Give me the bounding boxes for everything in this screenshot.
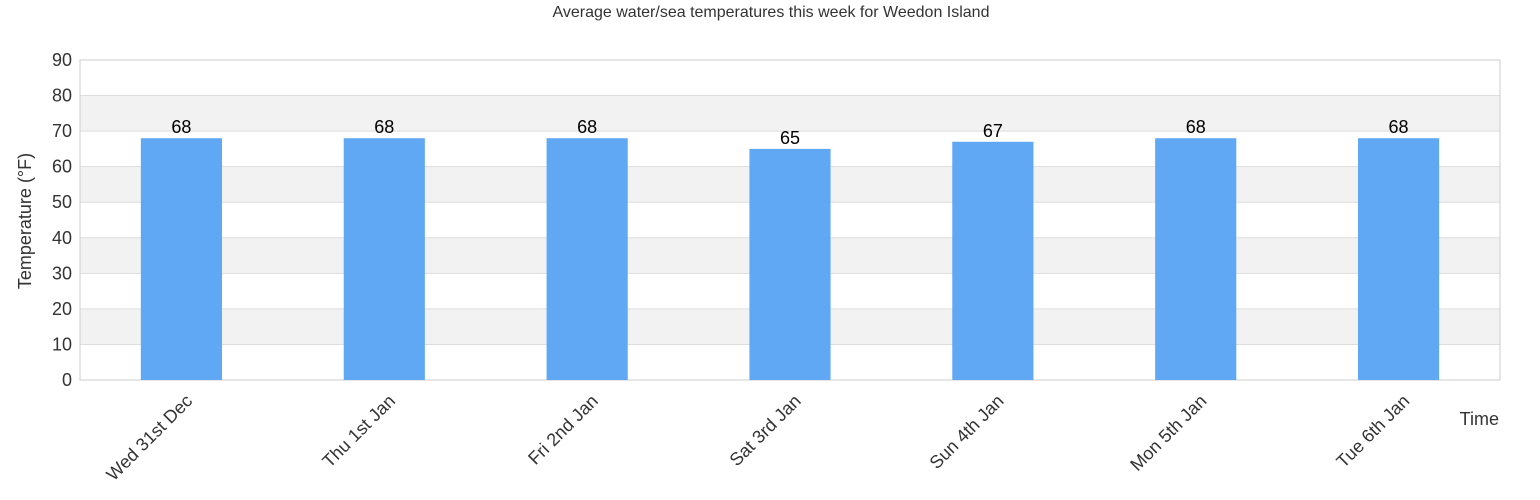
y-tick-label: 70 (52, 121, 72, 141)
chart-title: Average water/sea temperatures this week… (553, 4, 990, 21)
bars (140, 138, 1440, 380)
y-tick-labels: 0 10 20 30 40 50 60 70 80 90 (52, 50, 72, 390)
y-tick-label: 90 (52, 50, 72, 70)
x-tick-label: Wed 31st Dec (102, 391, 196, 485)
y-tick-label: 40 (52, 228, 72, 248)
bar (343, 138, 425, 380)
plot-band (80, 95, 1500, 132)
y-tick-label: 30 (52, 263, 72, 283)
data-label: 68 (1186, 117, 1206, 137)
y-tick-label: 10 (52, 334, 72, 354)
y-tick-label: 20 (52, 299, 72, 319)
bar (140, 138, 222, 380)
x-tick-label: Sun 4th Jan (926, 391, 1008, 473)
y-tick-label: 0 (62, 370, 72, 390)
data-label: 68 (374, 117, 394, 137)
data-label: 65 (780, 128, 800, 148)
data-label: 68 (171, 117, 191, 137)
y-tick-label: 80 (52, 86, 72, 106)
y-tick-label: 60 (52, 157, 72, 177)
bar (546, 138, 628, 380)
x-tick-label: Mon 5th Jan (1126, 391, 1210, 475)
y-tick-label: 50 (52, 192, 72, 212)
data-labels: 68 68 68 65 67 68 68 (171, 117, 1408, 148)
data-label: 67 (983, 121, 1003, 141)
y-axis-title: Temperature (°F) (15, 153, 35, 289)
x-tick-label: Fri 2nd Jan (524, 391, 602, 469)
x-tick-label: Tue 6th Jan (1333, 391, 1414, 472)
bar (952, 141, 1034, 380)
plot-band (80, 60, 1500, 96)
bar (1358, 138, 1440, 380)
data-label: 68 (1389, 117, 1409, 137)
x-tick-label: Thu 1st Jan (318, 391, 399, 472)
bar (749, 148, 831, 380)
x-axis-title: Time (1460, 409, 1499, 429)
x-tick-label: Sat 3rd Jan (726, 391, 805, 470)
x-tick-labels: Wed 31st Dec Thu 1st Jan Fri 2nd Jan Sat 3r… (102, 391, 1413, 485)
data-label: 68 (577, 117, 597, 137)
bar (1155, 138, 1237, 380)
